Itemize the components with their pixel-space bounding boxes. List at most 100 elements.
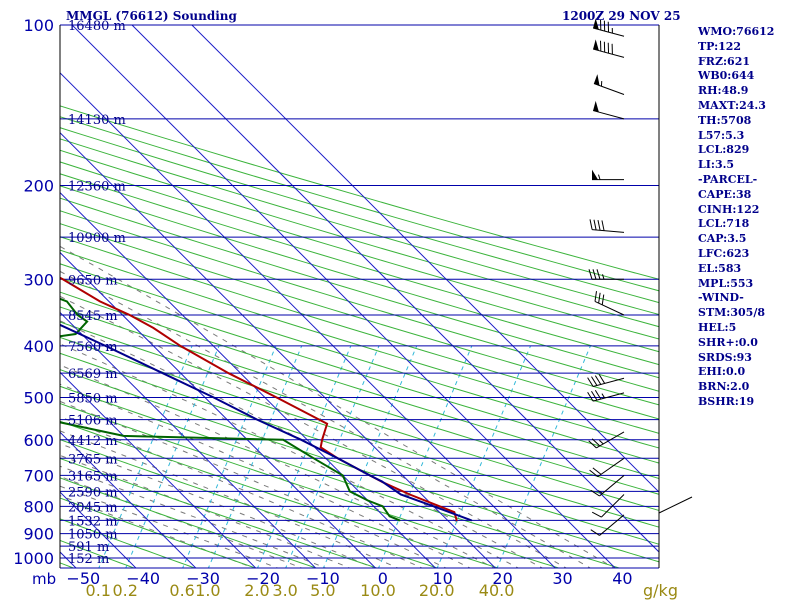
height-label: 1050 m — [68, 528, 118, 543]
wind-barb — [592, 18, 625, 37]
mixing-ratio-label: 2.0 — [244, 581, 269, 600]
height-label: 6569 m — [68, 367, 118, 382]
temperature-point — [152, 327, 155, 329]
stat-line: MAXT:24.3 — [698, 98, 766, 112]
wind-barb — [587, 389, 625, 402]
mixing-ratio-label: 20.0 — [419, 581, 455, 600]
temperature-point — [62, 278, 64, 281]
temperature-point — [128, 314, 131, 316]
dry-adiabat-line — [60, 116, 659, 292]
height-label: 9650 m — [68, 273, 118, 288]
stat-line: WMO:76612 — [698, 25, 775, 38]
height-label: 3765 m — [68, 452, 118, 467]
parcel-point — [400, 493, 402, 496]
isotherm-line — [60, 131, 497, 568]
temperature-point — [179, 345, 182, 347]
dry-adiabats — [60, 105, 659, 568]
dewpoint-point — [76, 314, 79, 316]
isobars — [60, 24, 659, 569]
valid-time: 1200Z 29 NOV 25 — [562, 9, 681, 23]
height-label: 5850 m — [68, 392, 118, 407]
temperature-tick-label: 30 — [552, 569, 572, 588]
mixing-ratio-line — [256, 345, 352, 568]
wind-barb — [594, 291, 625, 316]
dewpoint-point — [122, 435, 125, 437]
wind-barb — [588, 431, 625, 449]
parcel-point — [161, 372, 164, 375]
stat-line: TH:5708 — [698, 113, 752, 127]
dewpoint-point — [282, 439, 285, 441]
sounding-traces — [60, 276, 473, 522]
height-label: 10900 m — [68, 231, 126, 246]
dry-adiabat-line — [60, 518, 197, 568]
stats-panel: WMO:76612 TP:122 FRZ:621 WB0:644 RH:48.9 MAXT… — [698, 25, 798, 410]
dewpoint-point — [312, 457, 315, 460]
stat-line: CINH:122 — [698, 202, 760, 216]
wind-barb — [590, 514, 625, 536]
wind-barb — [589, 219, 625, 233]
stat-line: SRDS:93 — [698, 350, 752, 364]
isotherm-line — [60, 191, 437, 568]
pressure-tick-label: 200 — [23, 176, 54, 195]
stat-line: STM:305/8 — [698, 306, 765, 320]
pressure-unit-label: mb — [32, 570, 56, 588]
temperature-tick-label: −50 — [66, 569, 100, 588]
stat-line: LCL:829 — [698, 143, 750, 157]
height-label: 3165 m — [68, 469, 118, 484]
pressure-tick-label: 800 — [23, 497, 54, 516]
mixing-ratio-unit-label: g/kg — [643, 581, 678, 600]
pressure-tick-label: 100 — [23, 16, 54, 35]
dry-adiabat-line — [60, 173, 659, 353]
height-label: 591 m — [68, 540, 109, 555]
dewpoint-point — [342, 474, 344, 477]
wind-barb — [592, 39, 625, 58]
isotherm-line — [131, 25, 659, 553]
dry-adiabat-line — [60, 321, 659, 512]
mixing-ratio-line — [496, 345, 591, 568]
dry-adiabat-line — [60, 439, 439, 568]
dewpoint-point — [381, 505, 384, 508]
dry-adiabat-line — [60, 210, 659, 392]
dry-adiabat-line — [60, 420, 500, 568]
dewpoint-point — [367, 499, 369, 502]
stat-line: CAP:3.5 — [698, 232, 747, 246]
temperature-tick-label: 0 — [378, 569, 388, 588]
temperature-point — [321, 439, 323, 441]
dry-adiabat-line — [60, 291, 659, 479]
height-label: 5106 m — [68, 414, 118, 429]
dry-adiabat-line — [60, 497, 257, 568]
dry-adiabat-line — [60, 149, 659, 328]
height-label: 1532 m — [68, 514, 118, 529]
temperature-point — [409, 493, 411, 496]
temperature-point — [455, 519, 458, 522]
height-label: 4412 m — [68, 434, 118, 449]
mixing-ratio-label: 10.0 — [360, 581, 396, 600]
temperature-tick-label: 10 — [433, 569, 453, 588]
height-label: 152 m — [68, 552, 109, 567]
stat-line: WB0:644 — [698, 69, 755, 83]
temperature-point — [276, 396, 278, 399]
dewpoint-point — [399, 519, 401, 522]
parcel-point — [300, 439, 303, 441]
dry-adiabat-line — [60, 385, 621, 568]
parcel-trace — [60, 323, 472, 522]
dry-adiabat-line — [60, 249, 659, 434]
pressure-tick-label: 500 — [23, 389, 54, 408]
chart-title: MMGL (76612) Sounding — [66, 9, 238, 23]
stat-line: CAPE:38 — [698, 187, 752, 201]
dry-adiabat-line — [60, 236, 659, 420]
wind-barb — [591, 494, 625, 518]
dewpoint-point — [66, 300, 68, 303]
parcel-point — [104, 345, 107, 347]
wind-barb — [590, 475, 625, 497]
temperature-point — [319, 446, 322, 449]
isotherm-line — [60, 371, 257, 568]
height-label: 2590 m — [68, 485, 118, 500]
dry-adiabat-line — [60, 161, 659, 340]
dry-adiabat-line — [60, 105, 659, 280]
temperature-tick-label: −20 — [246, 569, 280, 588]
temperature-point — [99, 300, 101, 303]
mixing-ratio-line — [182, 345, 277, 568]
